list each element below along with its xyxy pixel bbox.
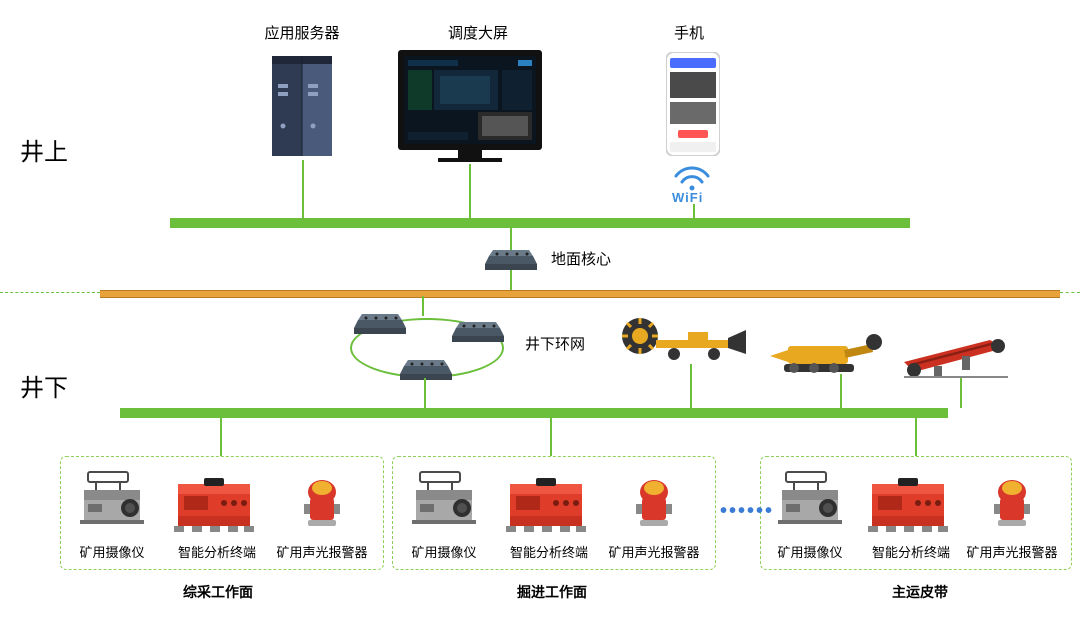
wifi-label: WiFi: [672, 190, 703, 205]
device-label: 智能分析终端: [172, 542, 262, 561]
server-icon: [272, 56, 332, 160]
ring-net-label: 井下环网: [525, 333, 585, 354]
device-label: 矿用摄像仪: [72, 542, 152, 561]
section-above-label: 井上: [20, 132, 68, 167]
device-label: 矿用声光报警器: [962, 542, 1062, 561]
ground-core-switch-icon: [485, 248, 537, 272]
mining-machine-shearer-icon: [618, 310, 750, 364]
mining-machine-conveyor-icon: [904, 330, 1012, 380]
dispatch-screen-icon: [398, 50, 542, 164]
camera-icon: [78, 470, 146, 526]
divider-left: [0, 292, 100, 293]
link-line: [550, 418, 552, 456]
server-label: 应用服务器: [262, 22, 342, 43]
orange-backbone: [100, 290, 1060, 298]
ground-core-label: 地面核心: [551, 248, 611, 269]
ring-switch-icon: [400, 358, 452, 382]
analysis-terminal-icon: [506, 478, 588, 534]
alarm-icon: [986, 476, 1038, 530]
ellipsis-dots: ••••••: [720, 500, 774, 523]
divider-right: [1060, 292, 1080, 293]
link-line: [302, 160, 304, 218]
group-title-1: 综采工作面: [158, 582, 278, 602]
ring-switch-icon: [354, 312, 406, 336]
link-line: [915, 418, 917, 456]
phone-icon: [666, 52, 720, 156]
analysis-terminal-icon: [868, 478, 950, 534]
link-line: [690, 364, 692, 408]
device-label: 矿用声光报警器: [272, 542, 372, 561]
upper-green-bus: [170, 218, 910, 228]
link-line: [424, 378, 426, 408]
group-title-2: 掘进工作面: [492, 582, 612, 602]
phone-label: 手机: [664, 22, 714, 43]
device-label: 矿用摄像仪: [404, 542, 484, 561]
screen-label: 调度大屏: [438, 22, 518, 43]
group-title-3: 主运皮带: [860, 582, 980, 602]
section-below-label: 井下: [20, 368, 68, 403]
link-line: [840, 374, 842, 408]
analysis-terminal-icon: [174, 478, 256, 534]
link-line: [960, 378, 962, 408]
mining-machine-roadheader-icon: [770, 326, 884, 376]
alarm-icon: [296, 476, 348, 530]
device-label: 智能分析终端: [504, 542, 594, 561]
ring-switch-icon: [452, 320, 504, 344]
device-label: 智能分析终端: [866, 542, 956, 561]
camera-icon: [410, 470, 478, 526]
camera-icon: [776, 470, 844, 526]
link-line: [220, 418, 222, 456]
link-line: [510, 270, 512, 290]
device-label: 矿用摄像仪: [770, 542, 850, 561]
device-label: 矿用声光报警器: [604, 542, 704, 561]
wifi-icon: [672, 158, 712, 192]
alarm-icon: [628, 476, 680, 530]
link-line: [469, 164, 471, 218]
link-line: [693, 204, 695, 218]
link-line: [510, 228, 512, 250]
lower-green-bus: [120, 408, 948, 418]
link-line: [422, 296, 424, 316]
